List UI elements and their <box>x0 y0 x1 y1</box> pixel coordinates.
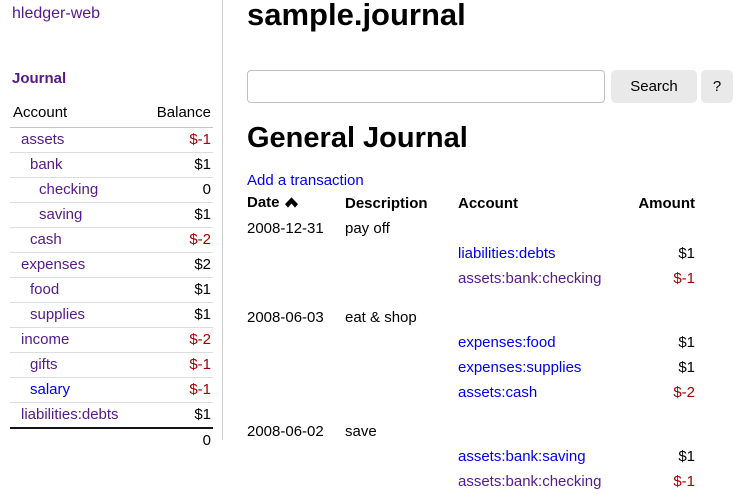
transaction-date: 2008-12-31 <box>247 220 324 237</box>
account-balance: $1 <box>142 202 213 228</box>
posting-amount: $-2 <box>673 384 695 401</box>
sidebar: hledger-web Journal Account Balance asse… <box>0 0 223 453</box>
account-link-bank[interactable]: bank <box>30 156 63 173</box>
account-row: income $-2 <box>10 327 213 353</box>
posting-amount: $-1 <box>673 473 695 490</box>
posting-row: assets:cash $-2 <box>247 380 695 405</box>
search-input[interactable] <box>247 70 605 103</box>
journal-header-date[interactable]: Date <box>247 190 345 216</box>
page-title: sample.journal <box>247 0 466 32</box>
posting-account-link[interactable]: expenses:supplies <box>458 359 582 376</box>
sidebar-journal-link[interactable]: Journal <box>12 70 67 87</box>
account-balance: $-1 <box>142 377 213 403</box>
posting-amount: $1 <box>678 448 695 465</box>
posting-row: expenses:supplies $1 <box>247 355 695 380</box>
accounts-total-row: 0 <box>10 427 213 453</box>
account-link-salary[interactable]: salary <box>30 381 71 398</box>
help-button[interactable]: ? <box>701 70 733 103</box>
journal-table: Date Description Account Amount 2008-12-… <box>247 190 695 494</box>
transaction-row: 2008-06-02 save <box>247 419 695 444</box>
transaction-description: pay off <box>345 220 390 237</box>
transaction-spacer <box>247 405 695 419</box>
account-row: expenses $2 <box>10 252 213 278</box>
account-link-checking[interactable]: checking <box>39 181 99 198</box>
posting-row: assets:bank:saving $1 <box>247 444 695 469</box>
posting-row: assets:bank:checking $-1 <box>247 266 695 291</box>
journal-header-account: Account <box>458 194 518 212</box>
account-link-income[interactable]: income <box>21 331 70 348</box>
app-title-link[interactable]: hledger-web <box>12 5 101 22</box>
account-link-supplies[interactable]: supplies <box>30 306 86 323</box>
account-balance: $-2 <box>142 227 213 253</box>
accounts-header-row: Account Balance <box>10 100 213 128</box>
posting-amount: $1 <box>678 334 695 351</box>
date-header-label: Date <box>247 194 280 211</box>
posting-account-link[interactable]: assets:bank:checking <box>458 270 602 287</box>
account-balance: $2 <box>142 252 213 278</box>
account-row: bank $1 <box>10 152 213 178</box>
posting-account-link[interactable]: liabilities:debts <box>458 245 556 262</box>
posting-amount: $-1 <box>673 270 695 287</box>
account-row: saving $1 <box>10 202 213 228</box>
search-form: Search ? <box>247 70 733 103</box>
posting-row: liabilities:debts $1 <box>247 241 695 266</box>
search-button[interactable]: Search <box>611 70 697 103</box>
account-link-assets[interactable]: assets <box>21 131 65 148</box>
journal-header-amount: Amount <box>638 194 695 212</box>
transaction-row: 2008-12-31 pay off <box>247 216 695 241</box>
posting-account-link[interactable]: expenses:food <box>458 334 556 351</box>
transaction-description: save <box>345 423 377 440</box>
account-row: supplies $1 <box>10 302 213 328</box>
account-row: liabilities:debts $1 <box>10 402 213 429</box>
posting-account-link[interactable]: assets:cash <box>458 384 538 401</box>
accounts-header-account: Account <box>10 100 143 128</box>
account-balance: $1 <box>142 152 213 178</box>
account-row: cash $-2 <box>10 227 213 253</box>
account-link-liabilities-debts[interactable]: liabilities:debts <box>21 406 119 423</box>
account-link-gifts[interactable]: gifts <box>30 356 58 373</box>
posting-account-link[interactable]: assets:bank:checking <box>458 473 602 490</box>
add-transaction-link[interactable]: Add a transaction <box>247 172 364 189</box>
posting-account-link[interactable]: assets:bank:saving <box>458 448 586 465</box>
account-row: checking 0 <box>10 177 213 203</box>
account-balance: $-1 <box>142 352 213 378</box>
accounts-total-balance: 0 <box>142 427 213 453</box>
section-title: General Journal <box>247 122 468 154</box>
account-balance: $1 <box>142 302 213 328</box>
journal-header-description: Description <box>345 194 428 212</box>
transaction-date: 2008-06-03 <box>247 309 324 326</box>
account-balance: $-1 <box>142 127 213 153</box>
accounts-header-balance: Balance <box>142 100 213 128</box>
account-link-expenses[interactable]: expenses <box>21 256 86 273</box>
journal-header-row: Date Description Account Amount <box>247 190 695 216</box>
account-row: gifts $-1 <box>10 352 213 378</box>
account-balance: 0 <box>142 177 213 203</box>
account-row: assets $-1 <box>10 127 213 153</box>
account-row: salary $-1 <box>10 377 213 403</box>
account-link-cash[interactable]: cash <box>30 231 62 248</box>
account-balance: $1 <box>142 277 213 303</box>
posting-amount: $1 <box>678 359 695 376</box>
transaction-date: 2008-06-02 <box>247 423 324 440</box>
posting-amount: $1 <box>678 245 695 262</box>
posting-row: assets:bank:checking $-1 <box>247 469 695 494</box>
account-link-food[interactable]: food <box>30 281 60 298</box>
transaction-row: 2008-06-03 eat & shop <box>247 305 695 330</box>
posting-row: expenses:food $1 <box>247 330 695 355</box>
account-link-saving[interactable]: saving <box>39 206 83 223</box>
account-balance: $-2 <box>142 327 213 353</box>
chevron-up-icon <box>284 195 298 212</box>
transaction-description: eat & shop <box>345 309 417 326</box>
account-row: food $1 <box>10 277 213 303</box>
account-balance: $1 <box>142 402 213 429</box>
transaction-spacer <box>247 291 695 305</box>
accounts-table: Account Balance assets $-1 bank $1 check… <box>10 100 213 453</box>
